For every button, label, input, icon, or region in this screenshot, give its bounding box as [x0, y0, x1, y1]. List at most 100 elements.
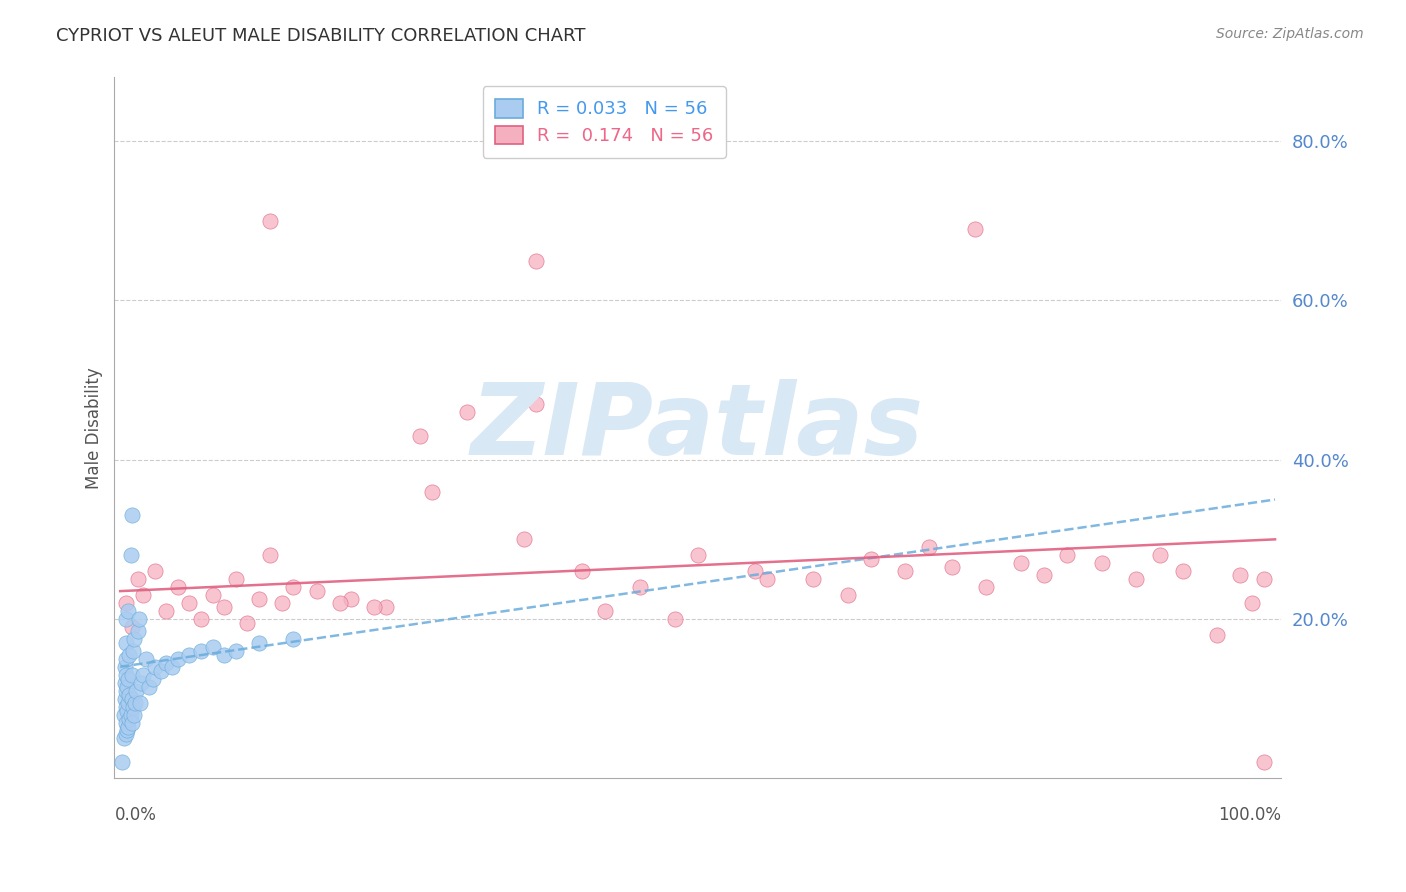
- Point: [1091, 556, 1114, 570]
- Point: [135, 652, 157, 666]
- Point: [744, 564, 766, 578]
- Point: [127, 624, 149, 638]
- Point: [201, 588, 224, 602]
- Point: [247, 592, 270, 607]
- Point: [236, 615, 259, 630]
- Point: [114, 675, 136, 690]
- Point: [122, 644, 145, 658]
- Point: [1056, 549, 1078, 563]
- Point: [225, 572, 247, 586]
- Point: [160, 660, 183, 674]
- Point: [1229, 568, 1251, 582]
- Point: [894, 564, 917, 578]
- Point: [1171, 564, 1194, 578]
- Point: [976, 580, 998, 594]
- Point: [120, 549, 142, 563]
- Point: [141, 672, 163, 686]
- Point: [201, 640, 224, 654]
- Point: [112, 707, 135, 722]
- Point: [1010, 556, 1032, 570]
- Point: [456, 405, 478, 419]
- Point: [122, 707, 145, 722]
- Point: [420, 484, 443, 499]
- Point: [664, 612, 686, 626]
- Point: [1125, 572, 1147, 586]
- Point: [118, 712, 141, 726]
- Point: [118, 648, 141, 662]
- Point: [132, 667, 155, 681]
- Point: [1149, 549, 1171, 563]
- Point: [524, 253, 547, 268]
- Point: [138, 680, 160, 694]
- Point: [837, 588, 859, 602]
- Point: [117, 719, 139, 733]
- Point: [115, 683, 138, 698]
- Point: [917, 541, 939, 555]
- Point: [190, 644, 212, 658]
- Point: [115, 680, 138, 694]
- Point: [1253, 572, 1275, 586]
- Point: [115, 667, 138, 681]
- Point: [859, 552, 882, 566]
- Point: [212, 648, 235, 662]
- Point: [121, 691, 143, 706]
- Point: [115, 612, 138, 626]
- Point: [114, 691, 136, 706]
- Point: [117, 696, 139, 710]
- Point: [128, 612, 150, 626]
- Point: [128, 696, 150, 710]
- Point: [143, 660, 166, 674]
- Point: [115, 596, 138, 610]
- Point: [167, 652, 190, 666]
- Point: [127, 572, 149, 586]
- Point: [628, 580, 651, 594]
- Point: [122, 632, 145, 646]
- Point: [155, 656, 177, 670]
- Point: [143, 564, 166, 578]
- Point: [115, 636, 138, 650]
- Point: [117, 672, 139, 686]
- Point: [112, 731, 135, 746]
- Point: [155, 604, 177, 618]
- Point: [941, 560, 963, 574]
- Point: [963, 221, 986, 235]
- Point: [115, 727, 138, 741]
- Legend: R = 0.033   N = 56, R =  0.174   N = 56: R = 0.033 N = 56, R = 0.174 N = 56: [482, 87, 725, 158]
- Point: [513, 533, 536, 547]
- Point: [329, 596, 352, 610]
- Point: [374, 600, 396, 615]
- Point: [270, 596, 292, 610]
- Point: [114, 660, 136, 674]
- Point: [167, 580, 190, 594]
- Point: [571, 564, 593, 578]
- Point: [524, 397, 547, 411]
- Point: [190, 612, 212, 626]
- Point: [212, 600, 235, 615]
- Text: Source: ZipAtlas.com: Source: ZipAtlas.com: [1216, 27, 1364, 41]
- Point: [179, 596, 201, 610]
- Point: [115, 652, 138, 666]
- Text: 100.0%: 100.0%: [1218, 806, 1281, 824]
- Point: [1033, 568, 1056, 582]
- Point: [755, 572, 778, 586]
- Point: [125, 683, 148, 698]
- Point: [115, 723, 138, 738]
- Point: [118, 688, 141, 702]
- Point: [593, 604, 616, 618]
- Point: [801, 572, 824, 586]
- Point: [225, 644, 247, 658]
- Point: [149, 664, 172, 678]
- Point: [1206, 628, 1229, 642]
- Point: [111, 756, 134, 770]
- Point: [121, 667, 143, 681]
- Point: [1253, 756, 1275, 770]
- Text: ZIPatlas: ZIPatlas: [471, 379, 924, 476]
- Text: 0.0%: 0.0%: [114, 806, 156, 824]
- Point: [283, 632, 305, 646]
- Point: [409, 429, 432, 443]
- Point: [340, 592, 363, 607]
- Point: [117, 604, 139, 618]
- Point: [686, 549, 709, 563]
- Point: [259, 214, 281, 228]
- Point: [115, 715, 138, 730]
